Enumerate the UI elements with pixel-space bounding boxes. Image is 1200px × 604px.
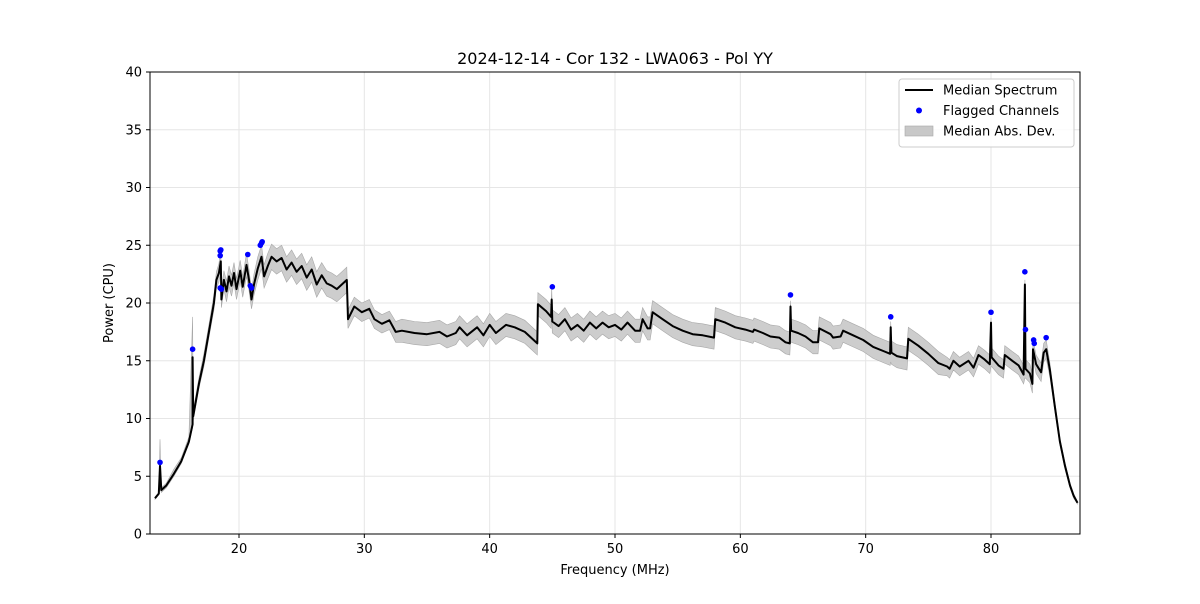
x-tick-label: 40 [481, 542, 498, 557]
y-axis-label: Power (CPU) [102, 263, 117, 343]
flagged-channel-point [217, 252, 223, 259]
legend-label: Median Spectrum [943, 84, 1057, 99]
legend-band-swatch [904, 125, 934, 137]
x-axis-label: Frequency (MHz) [560, 563, 669, 578]
flagged-channel-point [1022, 269, 1028, 275]
flagged-channel-point [1031, 340, 1038, 347]
y-tick-label: 40 [125, 66, 142, 81]
x-tick-label: 80 [983, 542, 1000, 557]
legend-label: Flagged Channels [943, 104, 1059, 119]
y-tick-label: 35 [125, 123, 142, 138]
legend-label: Median Abs. Dev. [943, 125, 1055, 140]
flagged-channels [157, 238, 1049, 466]
x-axis-ticks: 20 30 40 50 60 70 80 [231, 534, 1000, 557]
y-tick-label: 5 [134, 470, 142, 485]
flagged-channel-point [259, 238, 265, 245]
x-tick-label: 60 [732, 542, 749, 557]
chart-title: 2024-12-14 - Cor 132 - LWA063 - Pol YY [457, 49, 773, 68]
flagged-channel-point [157, 459, 163, 466]
x-tick-label: 20 [231, 542, 248, 557]
x-tick-label: 50 [607, 542, 624, 557]
legend-box [898, 78, 1075, 148]
flagged-channel-point [218, 247, 224, 253]
y-tick-label: 15 [125, 354, 142, 369]
y-tick-label: 30 [125, 181, 142, 196]
flagged-channel-point [189, 346, 196, 353]
flagged-channel-point [988, 309, 994, 316]
flagged-channel-point [248, 285, 255, 291]
flagged-channel-point [887, 314, 894, 320]
flagged-channel-point [244, 251, 251, 258]
flagged-channel-point [1022, 326, 1029, 333]
x-tick-label: 70 [857, 542, 874, 557]
flagged-channel-point [1043, 334, 1049, 341]
legend-marker-swatch [916, 107, 922, 114]
y-tick-label: 10 [125, 412, 142, 427]
y-tick-label: 25 [125, 239, 142, 254]
flagged-channel-point [218, 286, 225, 292]
y-tick-label: 0 [134, 528, 142, 543]
legend: Median Spectrum Flagged Channels Median Ab… [898, 78, 1075, 148]
flagged-channel-point [787, 292, 794, 298]
y-tick-label: 20 [125, 297, 142, 312]
flagged-channel-point [549, 284, 556, 290]
y-axis-ticks: 0 5 10 15 20 25 30 35 40 [125, 66, 150, 543]
x-tick-label: 30 [356, 542, 373, 557]
